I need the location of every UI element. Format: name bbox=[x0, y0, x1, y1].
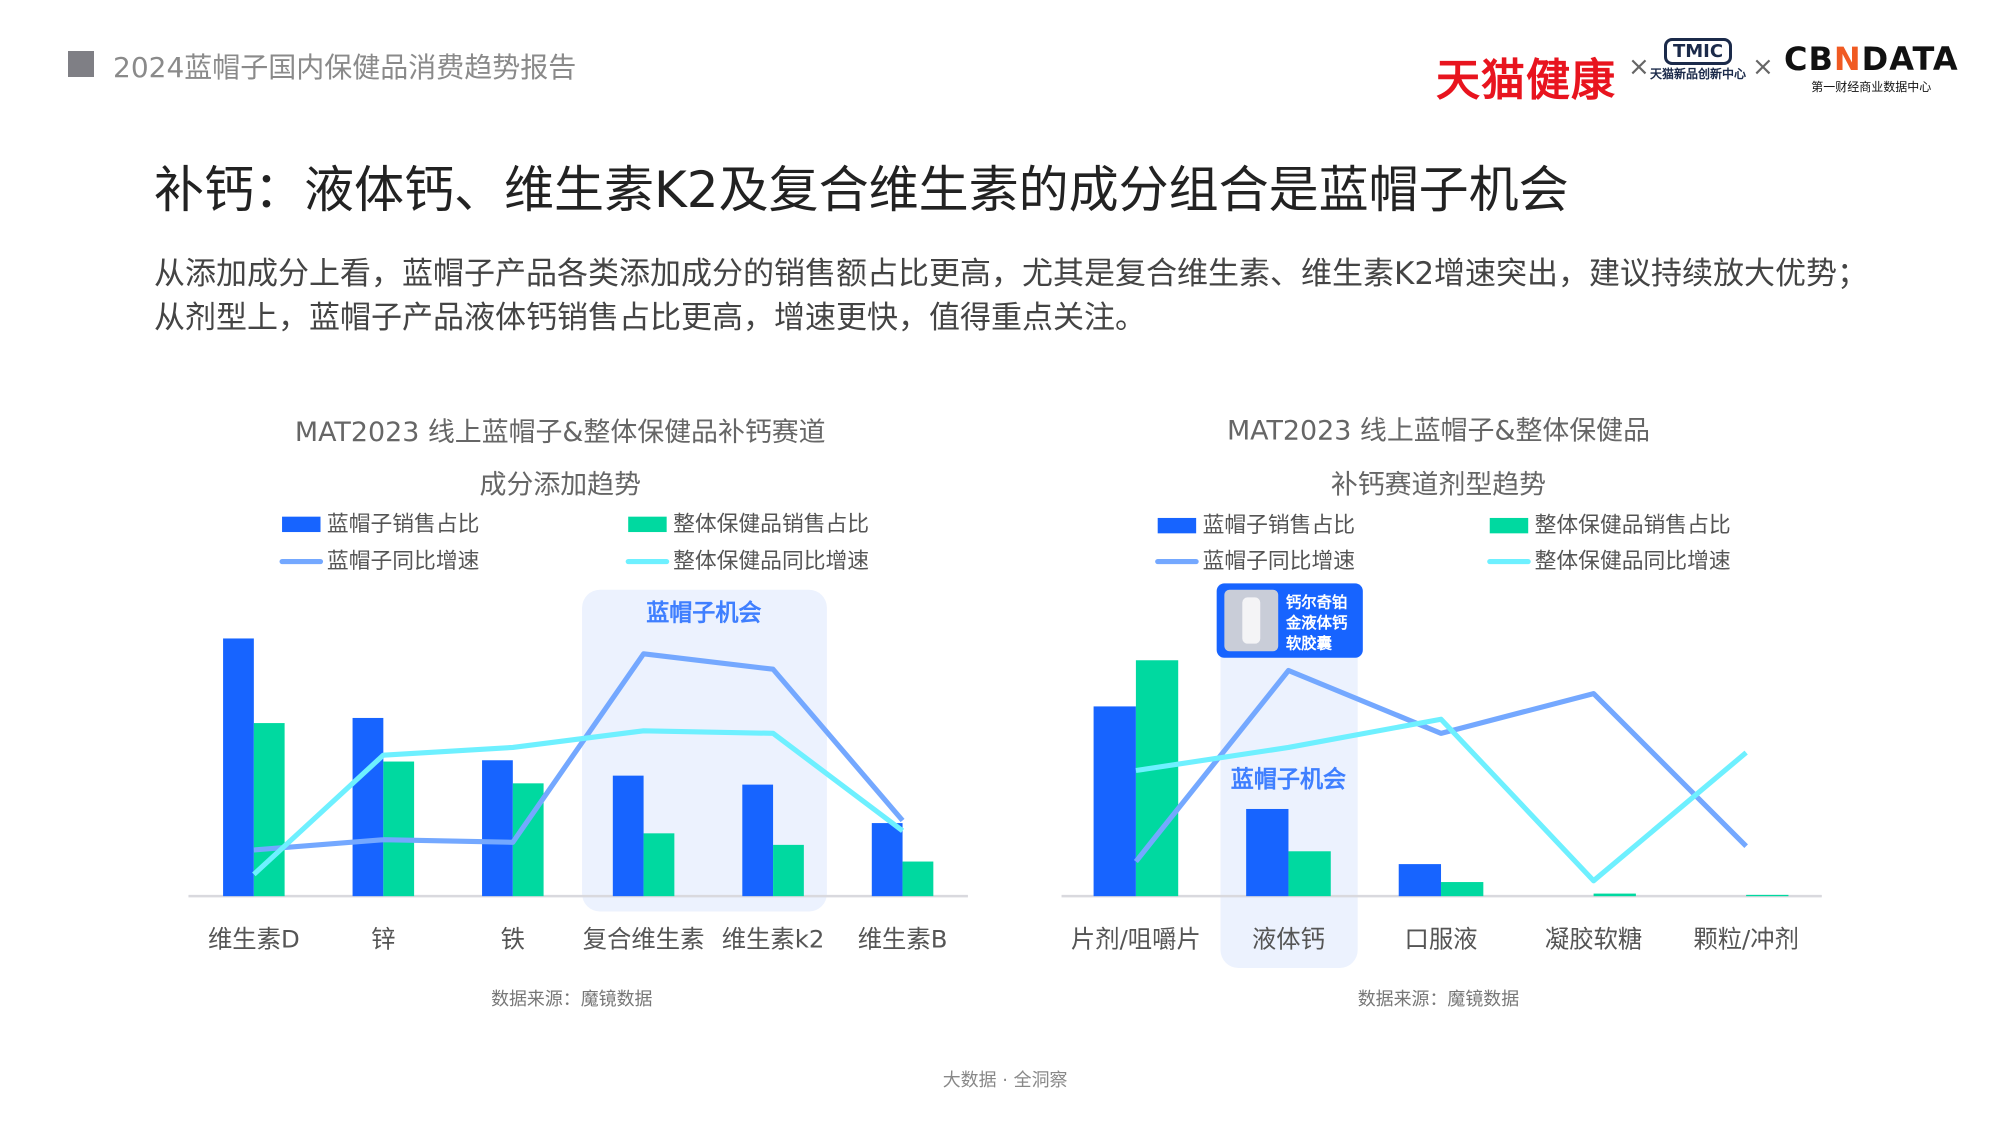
tmic-logo-mark: TMIC bbox=[1663, 38, 1733, 65]
x-tick-label: 锌 bbox=[371, 924, 395, 953]
legend-label: 蓝帽子同比增速 bbox=[327, 549, 479, 574]
tmall-health-logo: 天猫健康 bbox=[1436, 55, 1616, 106]
chart-dosage-forms: MAT2023 线上蓝帽子&整体保健品 补钙赛道剂型趋势 蓝帽子销售占比 整体保… bbox=[1061, 416, 1822, 1010]
bar-overall-share bbox=[1135, 660, 1179, 897]
chart-title-line1: MAT2023 线上蓝帽子&整体保健品补钙赛道 bbox=[295, 417, 826, 448]
tmic-logo-sub: 天猫新品创新中心 bbox=[1650, 67, 1747, 81]
x-tick-label: 维生素B bbox=[858, 924, 948, 953]
x-tick-label: 片剂/咀嚼片 bbox=[1071, 924, 1201, 953]
bar-overall-share bbox=[643, 833, 675, 897]
x-tick-label: 液体钙 bbox=[1252, 924, 1325, 953]
chart-title-line1: MAT2023 线上蓝帽子&整体保健品 bbox=[1227, 416, 1650, 447]
bar-overall-share bbox=[1288, 851, 1331, 897]
chart-title-line2: 补钙赛道剂型趋势 bbox=[1331, 470, 1546, 501]
x-tick-label: 凝胶软糖 bbox=[1545, 924, 1642, 953]
bottle-icon bbox=[1242, 597, 1261, 644]
legend-swatch-green-bar bbox=[1489, 517, 1529, 534]
report-title: 2024蓝帽子国内保健品消费趋势报告 bbox=[113, 51, 577, 84]
x-tick-label: 复合维生素 bbox=[583, 924, 705, 953]
product-name-line: 钙尔奇铂 bbox=[1286, 593, 1347, 612]
highlight-label: 蓝帽子机会 bbox=[646, 600, 761, 627]
cross-icon: × bbox=[1752, 52, 1774, 82]
bar-bluehat-share bbox=[223, 638, 254, 897]
x-tick-label: 颗粒/冲剂 bbox=[1693, 924, 1799, 953]
legend-label: 蓝帽子同比增速 bbox=[1203, 549, 1355, 574]
cbndata-sub: 第一财经商业数据中心 bbox=[1811, 80, 1932, 94]
x-tick-label: 铁 bbox=[501, 924, 525, 953]
bar-bluehat-share bbox=[1398, 864, 1442, 897]
line-overall-growth bbox=[1135, 716, 1748, 884]
bar-overall-share bbox=[1441, 882, 1484, 897]
data-source: 数据来源：魔镜数据 bbox=[1358, 989, 1519, 1010]
legend-label: 蓝帽子销售占比 bbox=[327, 512, 479, 537]
bar-bluehat-share bbox=[1093, 706, 1136, 897]
x-tick-label: 维生素D bbox=[208, 924, 300, 953]
data-source: 数据来源：魔镜数据 bbox=[491, 989, 652, 1010]
bar-bluehat-share bbox=[612, 775, 644, 897]
legend-label: 整体保健品销售占比 bbox=[673, 512, 869, 537]
legend-swatch-blue-bar bbox=[1157, 517, 1197, 534]
cbndata-a: CB bbox=[1784, 40, 1834, 78]
line-bluehat-growth bbox=[1133, 667, 1748, 864]
legend-label: 整体保健品同比增速 bbox=[673, 549, 869, 574]
description: 从添加成分上看，蓝帽子产品各类添加成分的销售额占比更高，尤其是复合维生素、维生素… bbox=[154, 256, 1869, 336]
bar-bluehat-share bbox=[1246, 808, 1289, 897]
line-bluehat-growth bbox=[253, 651, 905, 853]
x-tick-label: 口服液 bbox=[1405, 924, 1478, 953]
bar-bluehat-share bbox=[742, 784, 774, 897]
bar-bluehat-share bbox=[352, 717, 384, 897]
bar-overall-share bbox=[902, 861, 934, 897]
product-name-line: 金液体钙 bbox=[1285, 613, 1348, 632]
bar-bluehat-share bbox=[871, 823, 903, 897]
x-tick-label: 维生素k2 bbox=[722, 924, 825, 953]
highlight-label: 蓝帽子机会 bbox=[1231, 766, 1346, 793]
chart-title-line2: 成分添加趋势 bbox=[480, 470, 641, 501]
legend-label: 整体保健品销售占比 bbox=[1535, 513, 1731, 538]
bar-bluehat-share bbox=[482, 760, 513, 897]
bar-overall-share bbox=[1746, 894, 1789, 897]
cbndata-logo: CBNDATA 第一财经商业数据中心 bbox=[1784, 40, 1959, 95]
bar-overall-share bbox=[383, 761, 415, 897]
legend-swatch-blue-bar bbox=[282, 516, 321, 533]
line-overall-growth bbox=[252, 728, 905, 877]
legend-label: 整体保健品同比增速 bbox=[1535, 549, 1731, 574]
page-title: 补钙：液体钙、维生素K2及复合维生素的成分组合是蓝帽子机会 bbox=[154, 161, 1569, 219]
header-marker bbox=[68, 51, 94, 77]
legend-label: 蓝帽子销售占比 bbox=[1203, 513, 1355, 538]
cross-icon: × bbox=[1628, 52, 1650, 82]
bar-overall-share bbox=[1593, 893, 1636, 897]
bar-overall-share bbox=[773, 844, 804, 897]
legend-swatch-green-bar bbox=[628, 516, 667, 533]
product-name-line: 软胶囊 bbox=[1286, 634, 1333, 653]
cbndata-n: N bbox=[1833, 40, 1862, 78]
chart-ingredients: MAT2023 线上蓝帽子&整体保健品补钙赛道 成分添加趋势 蓝帽子销售占比 整… bbox=[188, 417, 968, 1010]
cbndata-b: DATA bbox=[1861, 40, 1959, 78]
tmic-logo: TMIC 天猫新品创新中心 bbox=[1650, 38, 1746, 82]
footer-tagline: 大数据 · 全洞察 bbox=[943, 1070, 1068, 1091]
